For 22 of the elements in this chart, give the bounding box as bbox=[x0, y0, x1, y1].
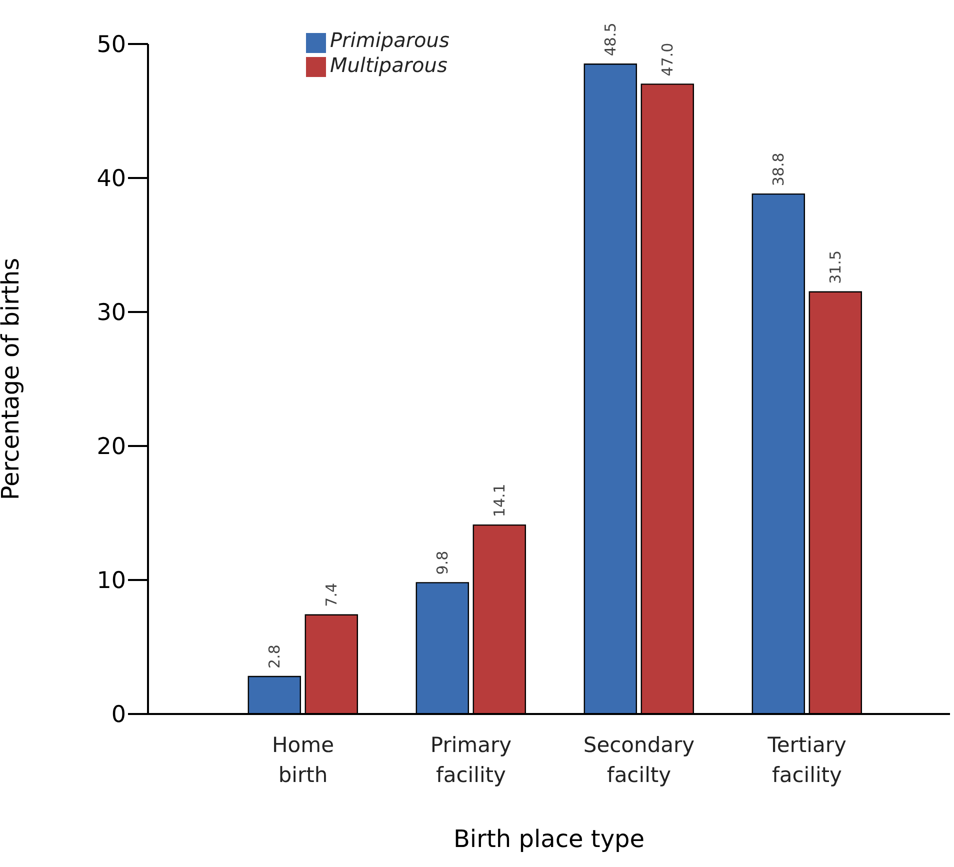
y-tick-label: 0 bbox=[111, 702, 126, 728]
data-label: 7.4 bbox=[322, 582, 340, 607]
x-tick-label: Primary facility bbox=[430, 733, 512, 787]
legend-label: Multiparous bbox=[330, 52, 448, 77]
y-axis-title: Percentage of births bbox=[0, 258, 25, 500]
data-label: 2.8 bbox=[265, 644, 284, 668]
x-tick-label: Home birth bbox=[272, 733, 334, 787]
x-tick-label: Secondary facilty bbox=[583, 733, 695, 787]
data-label: 48.5 bbox=[601, 22, 620, 56]
y-tick-label: 50 bbox=[96, 32, 126, 58]
legend-label: Primiparous bbox=[330, 28, 450, 52]
y-tick-label: 10 bbox=[96, 568, 126, 594]
data-label: 47.0 bbox=[658, 42, 676, 76]
x-tick-label: Tertiary facility bbox=[766, 733, 846, 787]
y-tick-label: 20 bbox=[96, 434, 126, 460]
data-label: 9.8 bbox=[433, 550, 452, 575]
data-label: 31.5 bbox=[826, 250, 844, 284]
y-tick-label: 40 bbox=[96, 166, 126, 192]
data-label: 14.1 bbox=[490, 484, 508, 518]
x-axis-title: Birth place type bbox=[453, 825, 645, 853]
data-label: 38.8 bbox=[769, 152, 788, 186]
y-tick-label: 30 bbox=[96, 300, 126, 326]
